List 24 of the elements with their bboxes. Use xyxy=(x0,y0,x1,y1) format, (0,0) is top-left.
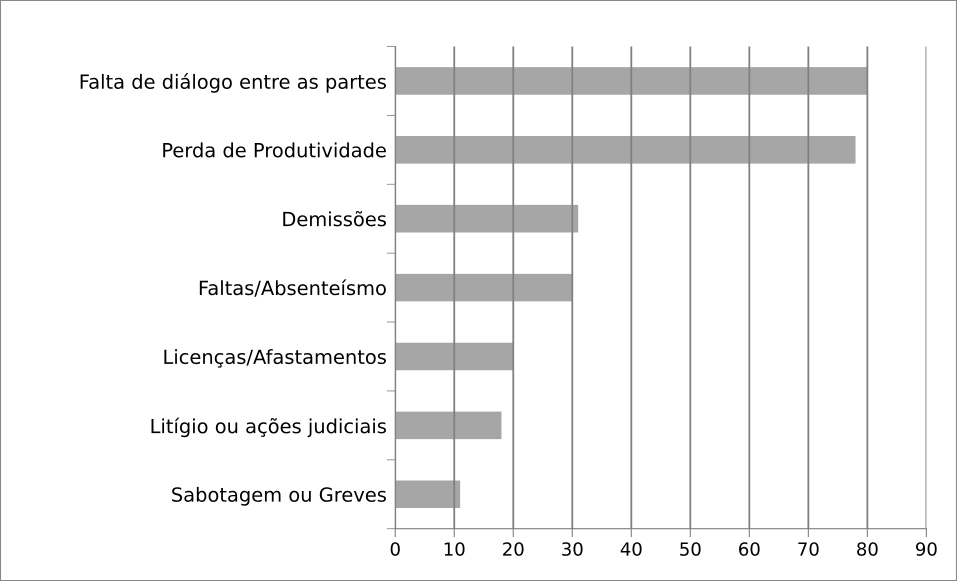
bar xyxy=(395,274,572,302)
y-tick-label: Licenças/Afastamentos xyxy=(164,349,386,368)
bar xyxy=(395,412,502,440)
y-tick-label: Sabotagem ou Greves xyxy=(172,486,386,506)
bar xyxy=(395,204,578,232)
x-tick-label: 40 xyxy=(620,542,642,556)
x-tick-label: 70 xyxy=(798,542,819,556)
x-tick-label: 60 xyxy=(739,542,760,556)
x-tick-label: 0 xyxy=(390,542,400,556)
x-tick-label: 50 xyxy=(680,542,701,556)
y-tick-label: Demissões xyxy=(283,210,386,226)
bar xyxy=(395,67,868,95)
x-tick-label: 30 xyxy=(562,542,583,556)
bar xyxy=(395,342,514,370)
bar xyxy=(395,136,856,164)
bar xyxy=(395,480,460,508)
y-tick-label: Litígio ou ações judiciais xyxy=(152,418,386,438)
y-tick-label: Perda de Produtividade xyxy=(163,142,386,158)
y-tick-label: Falta de diálogo entre as partes xyxy=(80,73,386,93)
y-tick-label: Faltas/Absenteísmo xyxy=(200,279,386,297)
x-tick-label: 10 xyxy=(444,542,465,556)
x-tick-label: 20 xyxy=(503,542,524,556)
x-tick-label: 90 xyxy=(916,542,937,556)
x-tick-label: 80 xyxy=(857,542,878,556)
